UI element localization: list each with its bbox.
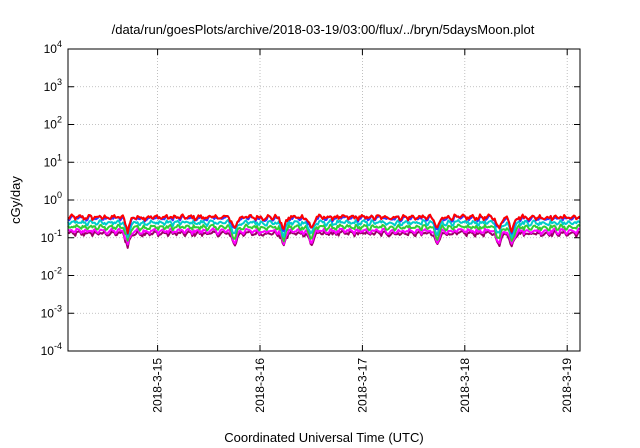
y-tick-base: 10 [44, 155, 58, 169]
chart-title: /data/run/goesPlots/archive/2018-03-19/0… [112, 22, 535, 37]
y-tick-exponent: 4 [57, 39, 62, 49]
x-axis-label: Coordinated Universal Time (UTC) [224, 430, 423, 445]
x-tick-label: 2018-3-17 [355, 358, 369, 413]
y-tick-exponent: 2 [57, 115, 62, 125]
y-tick-base: 10 [44, 118, 58, 132]
x-axis-ticks: 2018-3-15 2018-3-16 2018-3-17 2018-3-18 2018… [151, 49, 574, 413]
grid-lines [68, 49, 580, 351]
y-tick-exponent: -4 [54, 341, 62, 351]
y-tick-label: 102 [44, 115, 62, 132]
y-tick-label: 10-2 [41, 266, 62, 283]
y-tick-base: 10 [44, 80, 58, 94]
y-axis-label: cGy/day [8, 176, 23, 224]
data-series [67, 213, 581, 249]
y-tick-base: 10 [41, 306, 55, 320]
y-tick-label: 104 [44, 39, 62, 56]
series-line [67, 213, 581, 235]
x-tick-label: 2018-3-19 [560, 358, 574, 413]
x-tick-label: 2018-3-18 [458, 358, 472, 413]
y-tick-label: 10-1 [41, 228, 62, 245]
y-tick-base: 10 [41, 231, 55, 245]
y-tick-base: 10 [41, 344, 55, 358]
x-tick-label: 2018-3-15 [151, 358, 165, 413]
y-tick-exponent: 0 [57, 190, 62, 200]
y-tick-label: 10-4 [41, 341, 62, 358]
y-tick-label: 103 [44, 77, 62, 94]
y-tick-base: 10 [41, 269, 55, 283]
y-tick-exponent: 3 [57, 77, 62, 87]
y-tick-label: 10-3 [41, 303, 62, 320]
y-tick-label: 101 [44, 152, 62, 169]
y-tick-exponent: -2 [54, 266, 62, 276]
y-tick-base: 10 [44, 42, 58, 56]
x-tick-label: 2018-3-16 [253, 358, 267, 413]
y-tick-label: 100 [44, 190, 62, 207]
y-tick-exponent: -1 [54, 228, 62, 238]
y-tick-exponent: 1 [57, 152, 62, 162]
y-tick-base: 10 [44, 193, 58, 207]
y-tick-exponent: -3 [54, 303, 62, 313]
series-line [67, 219, 581, 239]
